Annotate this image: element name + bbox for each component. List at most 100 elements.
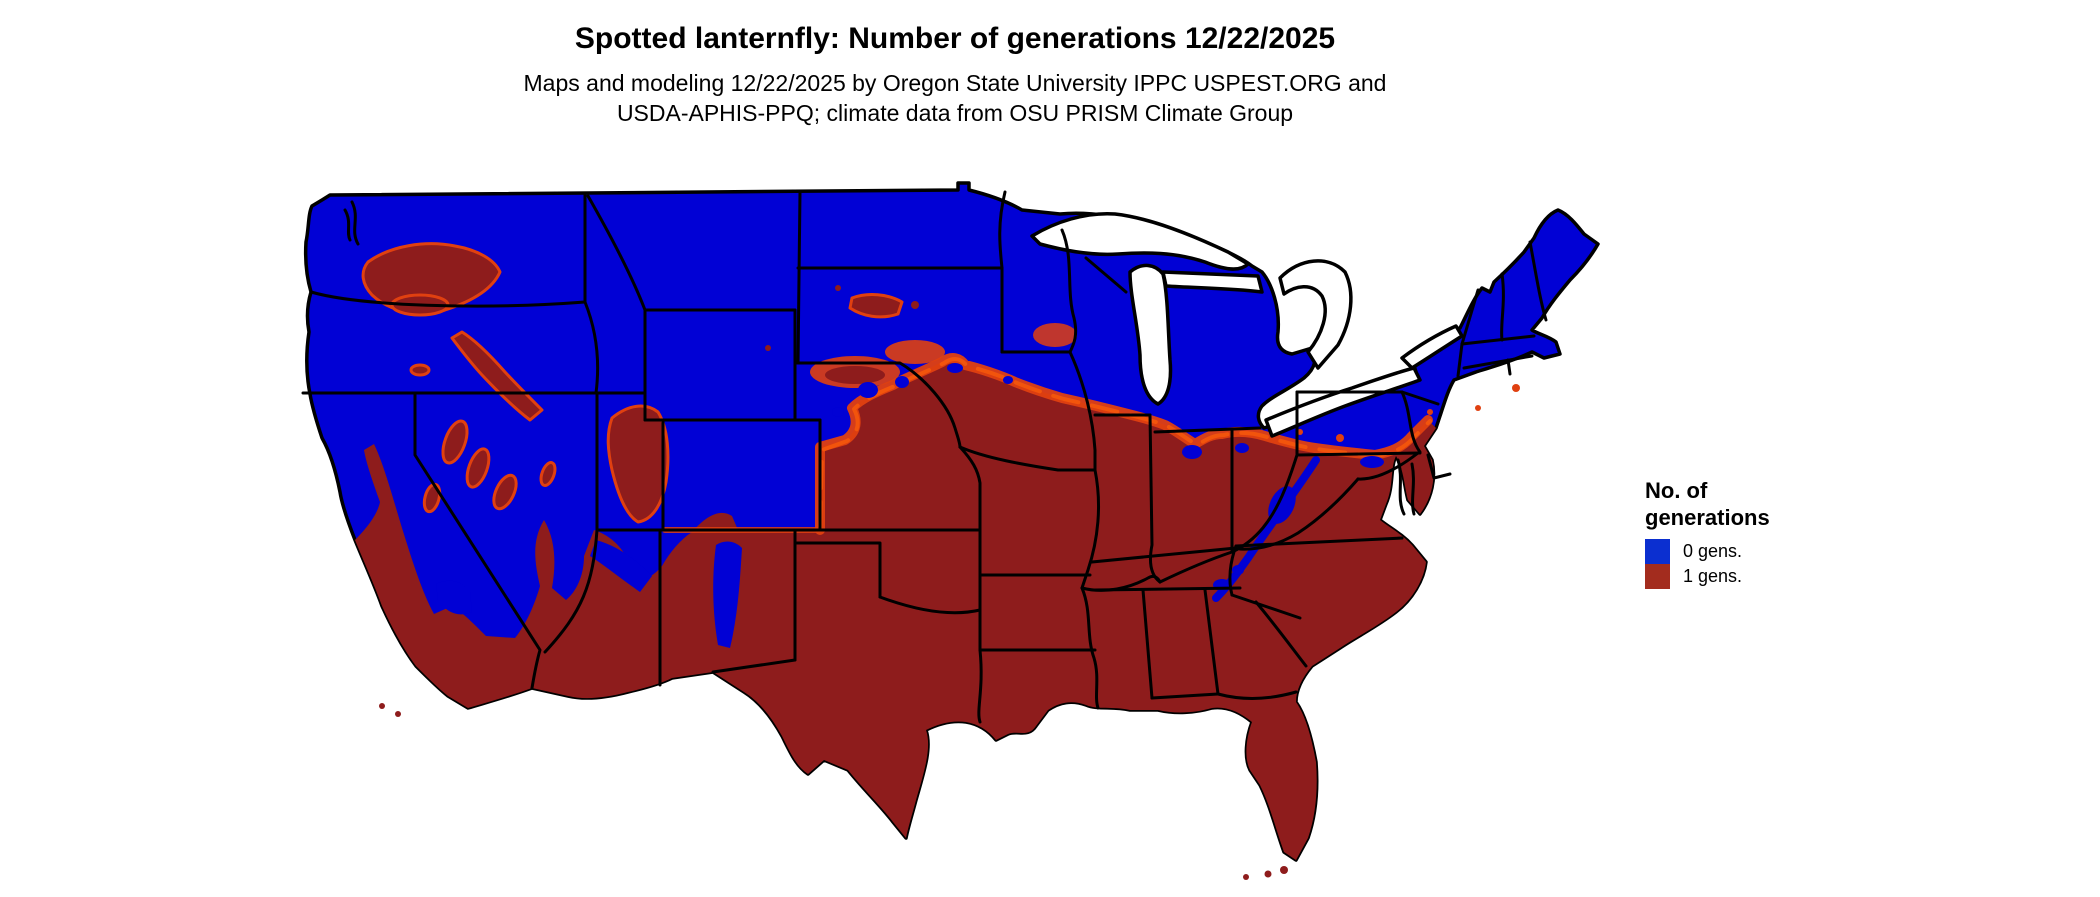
puget-sound-detail [350, 200, 360, 246]
border-md-va-potomac [1356, 451, 1420, 481]
transition-speck [1427, 409, 1433, 415]
nebraska-band-pocket [832, 407, 844, 417]
lake-huron [1278, 259, 1353, 370]
lake-effect-pocket [1182, 445, 1202, 459]
nevada-valley-patch [492, 473, 518, 511]
florida-keys-dot [1264, 870, 1272, 878]
small-red-speck [835, 285, 841, 291]
border-nc-sc [1230, 593, 1302, 620]
new-mexico-highlands-pocket [713, 541, 742, 648]
dakota-transition-core [825, 366, 885, 384]
border-ct-ri [1506, 358, 1512, 376]
lake-effect-pocket [1360, 456, 1384, 468]
columbia-basin-patch [361, 242, 502, 315]
legend-title-line1: No. of [1645, 478, 1708, 503]
lake-effect-pocket [1235, 443, 1249, 453]
sierra-tehachapi-pocket [436, 580, 472, 615]
border-ia-mississippi [1068, 350, 1097, 472]
minnesota-transition-blob [1033, 323, 1077, 347]
border-nm-tx-south [711, 658, 797, 674]
one-gens-swatch [1645, 564, 1670, 589]
small-red-speck [911, 301, 919, 309]
legend: No. of generations 0 gens. 1 gens. [1645, 477, 1770, 589]
border-wi-mi-up [1084, 256, 1128, 294]
legend-title-line2: generations [1645, 505, 1770, 530]
border-mo-il-mississippi [1080, 468, 1101, 590]
border-ny-vt [1460, 288, 1480, 346]
puget-sound-detail [343, 208, 352, 242]
border-mt-nd-sd [796, 190, 802, 365]
border-mn-west [998, 190, 1007, 354]
border-mississippi-river-south [1080, 586, 1100, 710]
border-red-river [878, 595, 982, 615]
dakota-transition-blob [885, 340, 945, 364]
small-red-speck [765, 345, 771, 351]
border-ca-nv [413, 391, 542, 690]
map-subtitle: Maps and modeling 12/22/2025 by Oregon S… [0, 68, 1910, 128]
border-tn-nc [1228, 544, 1238, 597]
state-borders [301, 190, 1548, 724]
channel-island-dot [379, 703, 385, 709]
border-ks-mo [958, 445, 982, 652]
border-va-nc [1234, 536, 1404, 548]
chesapeake-bay-detail [1396, 458, 1406, 516]
lake-superior [1030, 212, 1250, 271]
smoky-mountains-pocket [1232, 565, 1244, 575]
nevada-valley-patch [465, 447, 491, 489]
border-tn-south [1093, 586, 1242, 592]
transition-speck [1336, 434, 1344, 442]
transition-speck [1475, 405, 1481, 411]
utah-basin-patch [606, 404, 670, 524]
border-ma-north [1460, 334, 1536, 346]
nebraska-band-pocket [947, 363, 963, 373]
border-ohio-river-mid [1158, 550, 1234, 584]
legend-title: No. of generations [1645, 477, 1770, 531]
region-one-generation [355, 242, 1436, 880]
channel-island-dot [395, 711, 401, 717]
mogollon-rim-pocket [590, 540, 652, 592]
border-mn-wi [1060, 228, 1078, 354]
border-md-de [1426, 453, 1452, 480]
nevada-valley-patch [441, 419, 469, 465]
map-title: Spotted lanternfly: Number of generation… [574, 22, 1336, 55]
great-lakes [1030, 212, 1464, 438]
border-ny-nj [1400, 390, 1440, 406]
map-subtitle-line1: Maps and modeling 12/22/2025 by Oregon S… [523, 70, 1387, 96]
transition-speck [1512, 384, 1520, 392]
border-mi-in-oh [1153, 426, 1262, 434]
border-ma-ct-ri [1462, 354, 1534, 370]
border-al-fl [1150, 692, 1220, 700]
legend-item-one-gens: 1 gens. [1645, 564, 1770, 589]
border-id-mt [586, 194, 647, 312]
border-ms-al [1141, 588, 1154, 700]
legend-item-zero-gens: 0 gens. [1645, 539, 1770, 564]
map-subtitle-line2: USDA-APHIS-PPQ; climate data from OSU PR… [616, 100, 1294, 126]
border-ne-ia-mo [958, 445, 1097, 472]
border-or-id [583, 300, 600, 395]
lake-erie [1264, 366, 1422, 438]
boise-valley-patch [409, 363, 431, 377]
snake-river-plain-patch [450, 330, 544, 422]
border-ny-ct [1456, 342, 1464, 378]
zero-gens-swatch [1645, 539, 1670, 564]
border-ga-fl [1216, 690, 1298, 700]
nebraska-band-pocket [858, 382, 878, 398]
nevada-valley-patch [539, 461, 557, 487]
border-al-ga [1203, 588, 1220, 696]
border-ga-sc-savannah [1254, 600, 1308, 668]
lake-ontario [1400, 324, 1464, 370]
zero-gens-label: 0 gens. [1683, 541, 1743, 561]
border-vt-nh [1500, 272, 1505, 342]
one-generation-main-region [355, 358, 1436, 860]
border-nh-me [1528, 240, 1548, 322]
border-pa-nj-delaware [1400, 390, 1422, 454]
border-pa-md-mason-dixon [1295, 451, 1422, 457]
west-virginia-highlands-pocket [1268, 486, 1296, 524]
map-header: Spotted lanternfly: Number of generation… [0, 22, 1910, 128]
florida-keys-dot [1280, 866, 1288, 874]
border-tx-ok-panhandle [793, 541, 882, 599]
nebraska-band-pocket [1003, 376, 1013, 384]
border-sd-ne [793, 361, 962, 449]
